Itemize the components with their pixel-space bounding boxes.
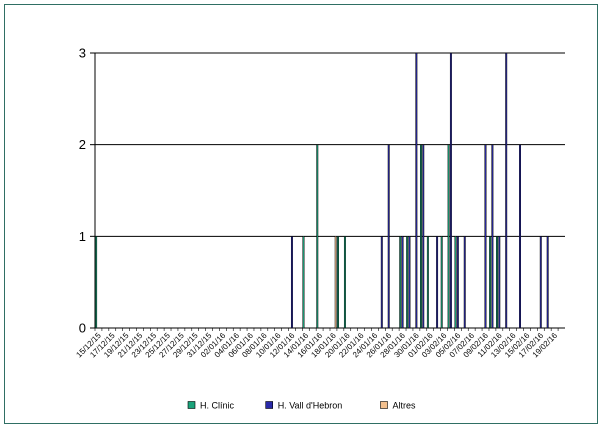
legend-swatch-2 <box>380 401 388 409</box>
bar-h-vall-d-hebron-44 <box>401 236 404 329</box>
legend-swatch-0 <box>187 401 196 409</box>
bar-h-cl-nic-30 <box>302 236 305 329</box>
bar-h-vall-d-hebron-42 <box>387 144 390 329</box>
bar-h-vall-d-hebron-59 <box>505 52 508 329</box>
bar-h-cl-nic-48 <box>426 236 429 329</box>
legend-label-2: Altres <box>393 401 417 411</box>
bar-h-cl-nic-52 <box>454 236 457 329</box>
legend-label-1: H. Vall d'Hebron <box>278 401 343 411</box>
bar-h-cl-nic-45 <box>406 236 409 329</box>
bar-h-vall-d-hebron-41 <box>380 236 383 329</box>
y-tick-label-0: 0 <box>79 321 86 336</box>
y-tick-label-1: 1 <box>79 229 86 244</box>
bar-h-vall-d-hebron-64 <box>539 236 542 329</box>
bar-h-cl-nic-50 <box>440 236 443 329</box>
bar-h-vall-d-hebron-56 <box>484 144 487 329</box>
chart-frame <box>4 4 598 424</box>
bar-altres-34 <box>334 236 337 329</box>
bar-h-cl-nic-0 <box>95 236 98 329</box>
bar-h-cl-nic-35 <box>337 236 339 329</box>
bar-h-cl-nic-32 <box>316 144 319 329</box>
bar-h-cl-nic-58 <box>496 236 498 329</box>
y-tick-label-3: 3 <box>79 46 86 61</box>
bar-h-vall-d-hebron-52 <box>456 236 459 329</box>
bar-h-vall-d-hebron-57 <box>491 144 494 329</box>
bar-h-cl-nic-47 <box>420 144 422 329</box>
bar-h-cl-nic-51 <box>447 144 450 329</box>
bar-h-vall-d-hebron-58 <box>498 236 501 329</box>
bar-h-vall-d-hebron-49 <box>436 236 439 329</box>
bar-h-vall-d-hebron-47 <box>422 144 425 329</box>
y-tick-label-2: 2 <box>79 137 86 152</box>
legend-label-0: H. Clínic <box>200 401 235 411</box>
bar-h-vall-d-hebron-51 <box>449 52 452 329</box>
bar-h-cl-nic-57 <box>489 236 492 329</box>
bar-h-vall-d-hebron-28 <box>290 236 293 329</box>
bar-h-vall-d-hebron-46 <box>415 52 418 329</box>
bar-h-vall-d-hebron-45 <box>408 236 411 329</box>
bar-h-vall-d-hebron-61 <box>519 144 522 329</box>
legend-swatch-1 <box>265 401 274 409</box>
bar-h-vall-d-hebron-53 <box>463 236 466 329</box>
bar-h-cl-nic-44 <box>399 236 402 329</box>
bar-h-cl-nic-36 <box>343 236 346 329</box>
bar-h-vall-d-hebron-65 <box>546 236 549 329</box>
